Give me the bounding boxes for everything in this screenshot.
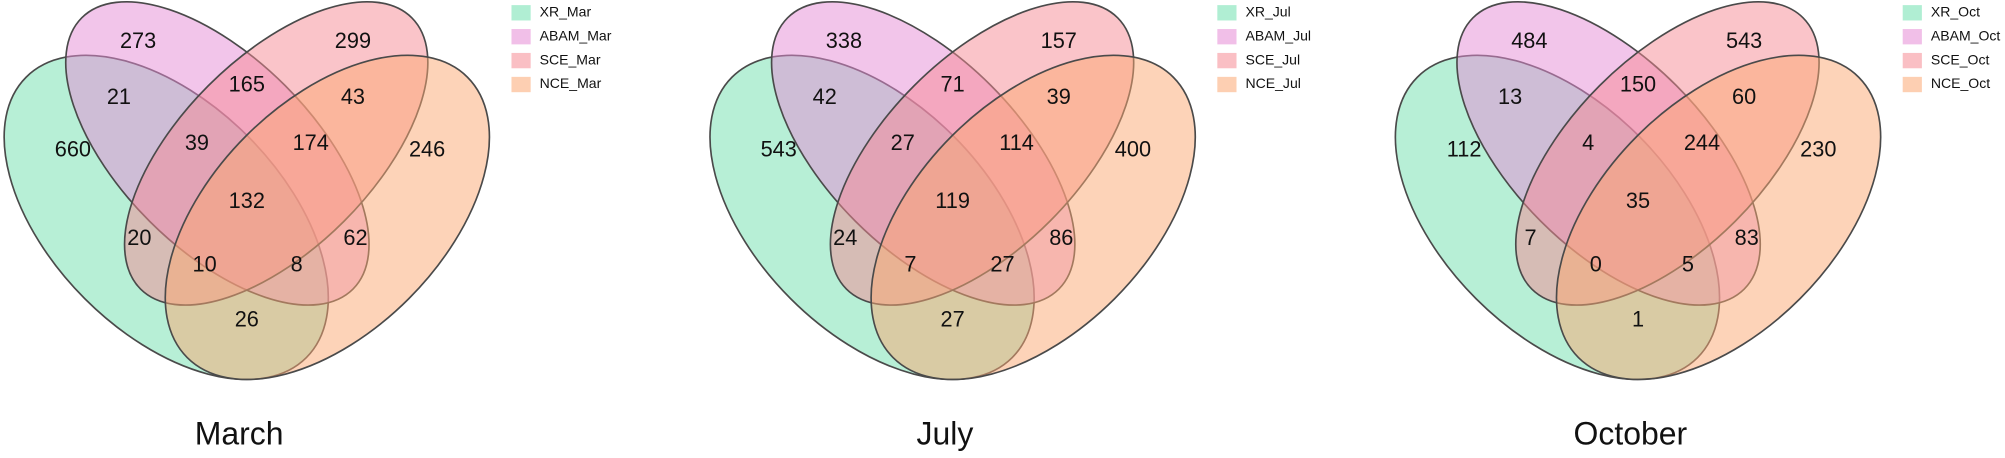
region-count: 244: [1684, 130, 1720, 155]
region-count: 8: [291, 252, 303, 277]
legend-label: SCE_Mar: [540, 51, 601, 67]
region-count: 43: [341, 84, 365, 109]
region-count: 230: [1800, 137, 1836, 162]
region-count: 39: [185, 130, 209, 155]
region-count: 165: [229, 71, 265, 96]
legend-swatch: [511, 29, 531, 45]
region-count: 27: [891, 130, 915, 155]
region-count: 132: [229, 188, 265, 213]
region-count: 71: [941, 71, 965, 96]
region-count: 62: [343, 225, 367, 250]
region-count: 4: [1582, 130, 1594, 155]
region-count: 114: [999, 130, 1034, 155]
region-count: 1: [1632, 307, 1644, 332]
region-count: 112: [1447, 137, 1482, 162]
region-count: 60: [1732, 84, 1756, 109]
region-count: 86: [1049, 225, 1073, 250]
region-count: 150: [1620, 71, 1656, 96]
legend-label: SCE_Oct: [1931, 51, 1990, 67]
region-count: 83: [1735, 225, 1759, 250]
region-count: 660: [55, 137, 91, 162]
region-count: 273: [120, 28, 156, 53]
region-count: 10: [193, 252, 217, 277]
region-count: 543: [1726, 28, 1762, 53]
region-count: 484: [1511, 28, 1547, 53]
legend-swatch: [511, 52, 531, 69]
region-count: 39: [1047, 84, 1071, 109]
region-count: 20: [127, 225, 151, 250]
venn-panel: XR_Jul ABAM_Jul SCE_Jul NCE_Jul 543 338 157 400…: [709, 0, 1311, 451]
region-count: 174: [293, 130, 329, 155]
legend-swatch: [1217, 29, 1237, 45]
region-count: 7: [904, 252, 916, 277]
region-count: 26: [235, 307, 259, 332]
legend-swatch: [1902, 29, 1922, 45]
legend-swatch: [1217, 52, 1237, 69]
region-count: 246: [409, 137, 445, 162]
region-count: 7: [1525, 225, 1537, 250]
legend-swatch: [511, 5, 531, 21]
panel-title: July: [917, 415, 974, 451]
venn-panel: XR_Mar ABAM_Mar SCE_Mar NCE_Mar 660 273 299 246…: [3, 0, 612, 451]
legend-swatch: [511, 76, 531, 93]
region-count: 35: [1626, 188, 1650, 213]
region-count: 24: [833, 225, 857, 250]
venn-panel: XR_Oct ABAM_Oct SCE_Oct NCE_Oct 112 484 543 230…: [1394, 0, 2001, 451]
legend-label: NCE_Jul: [1245, 75, 1300, 91]
region-count: 42: [813, 84, 837, 109]
region-count: 27: [990, 252, 1014, 277]
legend-swatch: [1217, 5, 1237, 21]
legend-label: XR_Mar: [540, 4, 592, 20]
legend-label: ABAM_Jul: [1245, 27, 1311, 43]
legend-label: SCE_Jul: [1245, 51, 1300, 67]
region-count: 27: [941, 307, 965, 332]
legend-label: NCE_Mar: [540, 75, 602, 91]
panel-title: March: [195, 415, 284, 451]
legend-swatch: [1902, 76, 1922, 93]
panel-title: October: [1574, 415, 1688, 451]
legend-swatch: [1902, 52, 1922, 69]
region-count: 119: [935, 188, 970, 213]
legend-label: NCE_Oct: [1931, 75, 1990, 91]
legend-label: ABAM_Mar: [540, 27, 612, 43]
legend-label: XR_Jul: [1245, 4, 1290, 20]
region-count: 400: [1115, 137, 1151, 162]
legend-swatch: [1902, 5, 1922, 21]
region-count: 338: [826, 28, 862, 53]
region-count: 5: [1682, 252, 1694, 277]
region-count: 21: [107, 84, 131, 109]
region-count: 157: [1041, 28, 1077, 53]
set-ellipse: [164, 54, 491, 381]
region-count: 0: [1590, 252, 1602, 277]
set-ellipse: [1555, 54, 1882, 381]
legend-swatch: [1217, 76, 1237, 93]
region-count: 13: [1498, 84, 1522, 109]
region-count: 543: [761, 137, 797, 162]
legend-label: XR_Oct: [1931, 4, 1980, 20]
set-ellipse: [870, 54, 1197, 381]
legend-label: ABAM_Oct: [1931, 27, 2001, 43]
region-count: 299: [335, 28, 371, 53]
